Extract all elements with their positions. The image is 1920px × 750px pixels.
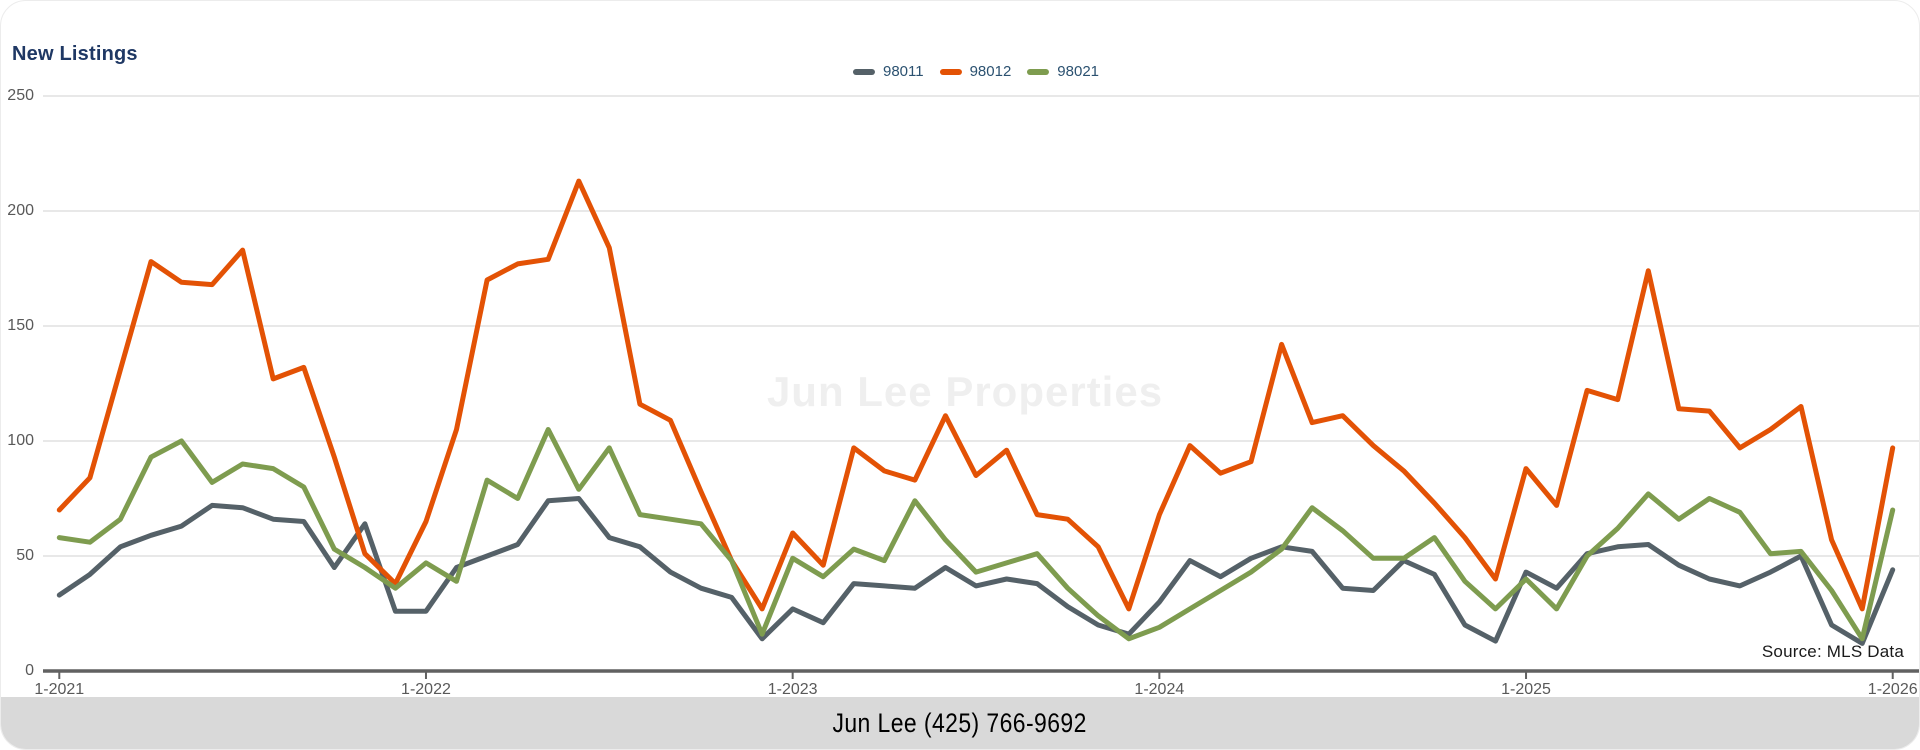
x-tick-label: 1-2021	[34, 681, 85, 698]
footer-bar: Jun Lee (425) 766-9692	[1, 697, 1919, 749]
x-tick-label: 1-2022	[401, 681, 451, 698]
x-tick-label: 1-2025	[1501, 681, 1551, 698]
footer-contact: Jun Lee (425) 766-9692	[832, 707, 1088, 738]
legend-label: 98021	[1057, 63, 1100, 80]
legend-swatch-icon	[939, 68, 962, 75]
chart-legend: 98011 98012 98021	[852, 63, 1099, 80]
legend-item-98012: 98012	[939, 63, 1012, 80]
legend-label: 98012	[969, 63, 1012, 80]
x-tick-label: 1-2026	[1867, 681, 1918, 698]
y-tick-label: 200	[7, 202, 34, 219]
legend-swatch-icon	[1027, 68, 1050, 75]
y-tick-label: 100	[7, 432, 34, 449]
legend-item-98021: 98021	[1027, 63, 1099, 80]
y-tick-label: 250	[7, 87, 34, 104]
series-line-98021	[56, 427, 1896, 642]
legend-item-98011: 98011	[852, 63, 924, 80]
y-tick-label: 50	[16, 547, 34, 564]
source-note: Source: MLS Data	[1761, 642, 1904, 661]
watermark-text: Jun Lee Properties	[766, 368, 1164, 415]
legend-swatch-icon	[852, 68, 875, 75]
x-tick-label: 1-2023	[767, 681, 818, 698]
x-tick-label: 1-2024	[1134, 681, 1185, 698]
y-tick-label: 0	[25, 662, 34, 679]
series-line-98012	[56, 178, 1896, 612]
y-tick-label: 150	[7, 317, 34, 334]
chart-title: New Listings	[12, 43, 138, 65]
legend-label: 98011	[882, 63, 924, 80]
